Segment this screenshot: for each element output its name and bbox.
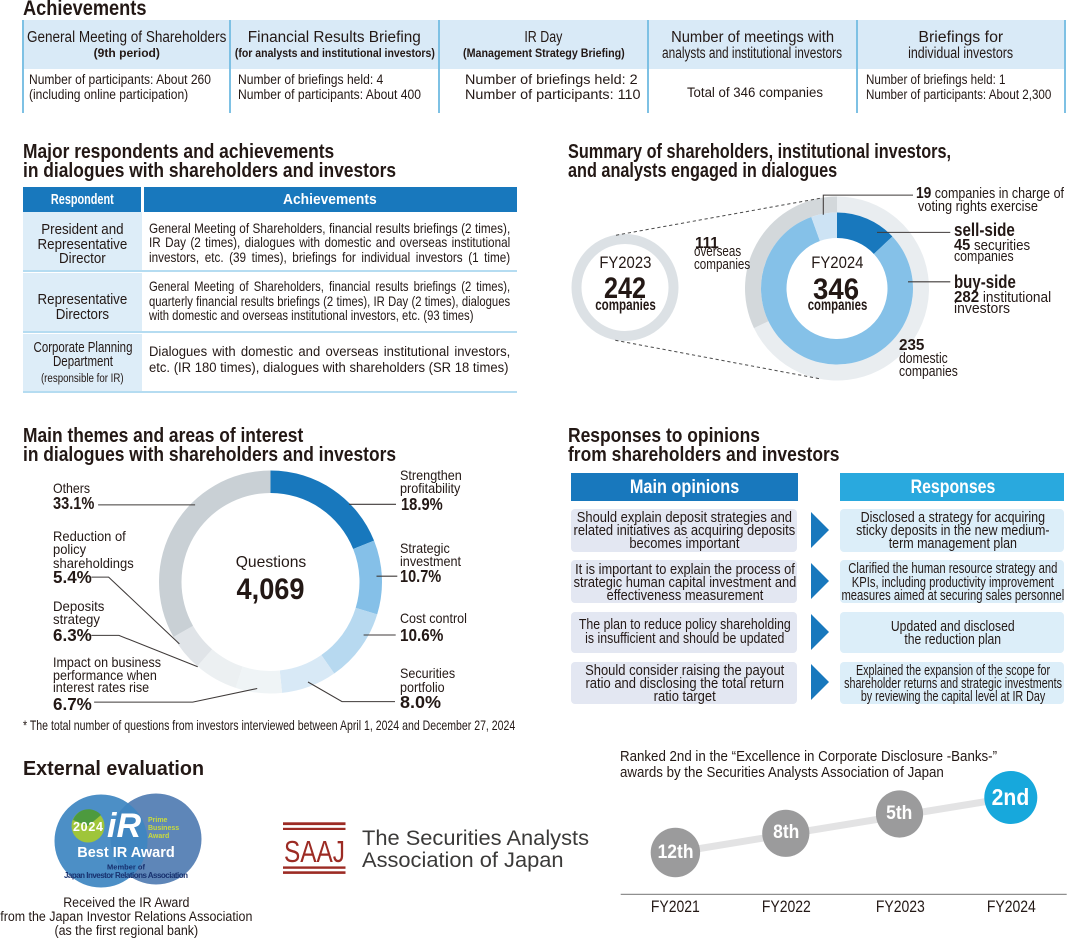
svg-text:Best IR Award: Best IR Award <box>77 845 175 861</box>
svg-text:iR: iR <box>107 807 141 845</box>
svg-text:Award: Award <box>148 833 169 840</box>
svg-text:SAAJ: SAAJ <box>284 834 345 869</box>
svg-text:Business: Business <box>148 825 179 832</box>
svg-text:Prime: Prime <box>148 817 168 824</box>
svg-text:Japan Investor Relations Assoc: Japan Investor Relations Association <box>64 871 188 880</box>
svg-text:2024: 2024 <box>73 820 103 834</box>
svg-text:Member of: Member of <box>107 863 145 872</box>
